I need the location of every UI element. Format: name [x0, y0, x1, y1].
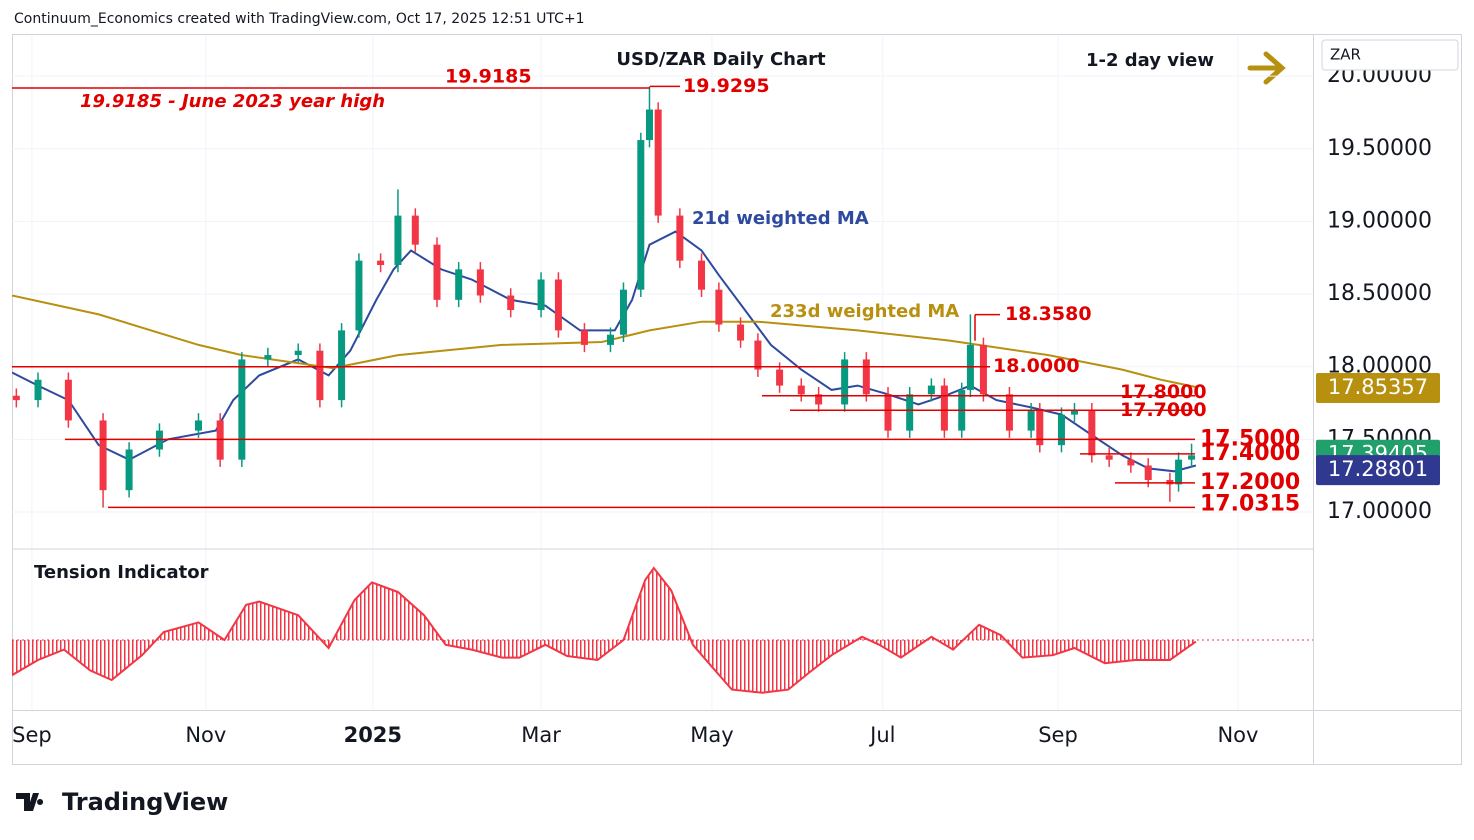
candle-body: [637, 140, 645, 290]
candle-body: [99, 420, 107, 491]
indicator-pane: [12, 566, 1313, 694]
candle-body: [715, 289, 723, 325]
level-label: 17.2000: [1200, 470, 1300, 495]
candle-body: [355, 260, 363, 331]
x-tick-label: Jul: [868, 723, 895, 747]
candle-body: [927, 385, 935, 395]
level-label: 19.9185: [445, 65, 532, 87]
credit: Continuum_Economics created with Trading…: [14, 11, 585, 27]
level-label: 18.3580: [1005, 303, 1092, 325]
candle-body: [1088, 410, 1096, 456]
level-label: 17.4000: [1200, 441, 1300, 466]
candle-body: [940, 385, 948, 431]
candle-body: [797, 385, 805, 395]
y-tick-label: 19.50000: [1327, 136, 1432, 161]
price-badge: [1316, 372, 1440, 403]
candle-body: [316, 350, 324, 401]
candle-body: [507, 295, 515, 311]
candle-body: [1057, 414, 1065, 446]
candle-body: [815, 394, 823, 405]
x-tick-label: Sep: [12, 723, 52, 747]
moving-average: [12, 294, 1197, 388]
y-tick-label: 18.50000: [1327, 281, 1432, 306]
candle-body: [1027, 410, 1035, 431]
ma-label: 21d weighted MA: [692, 208, 869, 229]
candle-body: [776, 369, 784, 386]
candle-body: [884, 394, 892, 431]
candle-body: [12, 395, 20, 401]
price-badge-label: 17.85357: [1328, 375, 1428, 399]
ma-label: 233d weighted MA: [770, 301, 959, 322]
moving-average: [12, 230, 1197, 473]
indicator-title: Tension Indicator: [34, 562, 209, 583]
currency: ZAR: [1330, 46, 1361, 64]
candle-body: [537, 279, 545, 311]
level-label: 17.5000: [1200, 426, 1300, 451]
candle-body: [338, 330, 346, 401]
x-tick-label: Nov: [1217, 723, 1258, 747]
indicator-line: [12, 566, 1197, 694]
candle-body: [34, 379, 42, 401]
candle-body: [433, 244, 441, 300]
x-tick-label: Nov: [185, 723, 226, 747]
candle-body: [754, 340, 762, 370]
arrow: [1247, 51, 1286, 85]
candle-body: [1036, 410, 1044, 446]
x-tick-label: Mar: [521, 723, 561, 747]
candle-body: [476, 269, 484, 296]
candle-body: [737, 324, 745, 341]
level-label: 17.0315: [1200, 491, 1300, 516]
y-tick-label: 19.00000: [1327, 208, 1432, 233]
candle-body: [1005, 394, 1013, 431]
candle-body: [1127, 459, 1135, 466]
candle-body: [906, 394, 914, 431]
view: 1-2 day view: [1086, 50, 1214, 71]
x-tick-label: May: [690, 723, 733, 747]
candle-body: [862, 359, 870, 395]
candle-body: [554, 279, 562, 331]
candle-body: [979, 344, 987, 395]
price-badge-label: 17.28801: [1328, 457, 1428, 481]
level-label: 17.7000: [1120, 399, 1207, 421]
x-tick-label: 2025: [344, 723, 402, 747]
indicator-histogram: [12, 568, 1196, 693]
currency-box: [1321, 39, 1459, 71]
frame: [12, 34, 1462, 765]
candle-body: [654, 109, 662, 216]
candle-body: [264, 355, 272, 360]
chart-title: USD/ZAR Daily Chart: [616, 49, 826, 70]
candle-body: [580, 330, 588, 345]
candle-body: [619, 289, 627, 335]
candle-body: [64, 379, 72, 421]
price-badge: [1316, 455, 1440, 486]
candle-body: [1105, 455, 1113, 460]
candle-body: [606, 334, 614, 345]
price-pane: [12, 75, 1313, 513]
candle-body: [698, 260, 706, 290]
candle-body: [238, 359, 246, 460]
candle-body: [1175, 459, 1183, 485]
candle-body: [1144, 465, 1152, 481]
candle-body: [294, 350, 302, 356]
y-tick-label: 17.00000: [1327, 499, 1432, 524]
level-label: 17.8000: [1120, 381, 1207, 403]
candle-body: [194, 420, 202, 431]
candle-body: [841, 359, 849, 405]
candle-body: [1188, 455, 1196, 460]
x-tick-label: Sep: [1038, 723, 1078, 747]
level-label: 19.9295: [683, 75, 770, 97]
candle-body: [394, 215, 402, 265]
candle-body: [377, 260, 385, 265]
candle-body: [1070, 410, 1078, 415]
candle-body: [455, 269, 463, 300]
candle-body: [676, 215, 684, 261]
annotation: 19.9185 - June 2023 year high: [80, 91, 385, 112]
candle-body: [411, 215, 419, 245]
brand: TradingView: [62, 788, 228, 816]
candle-body: [645, 109, 653, 141]
candle-body: [125, 449, 133, 491]
logo: TradingView: [16, 788, 228, 816]
level-label: 18.0000: [993, 355, 1080, 377]
